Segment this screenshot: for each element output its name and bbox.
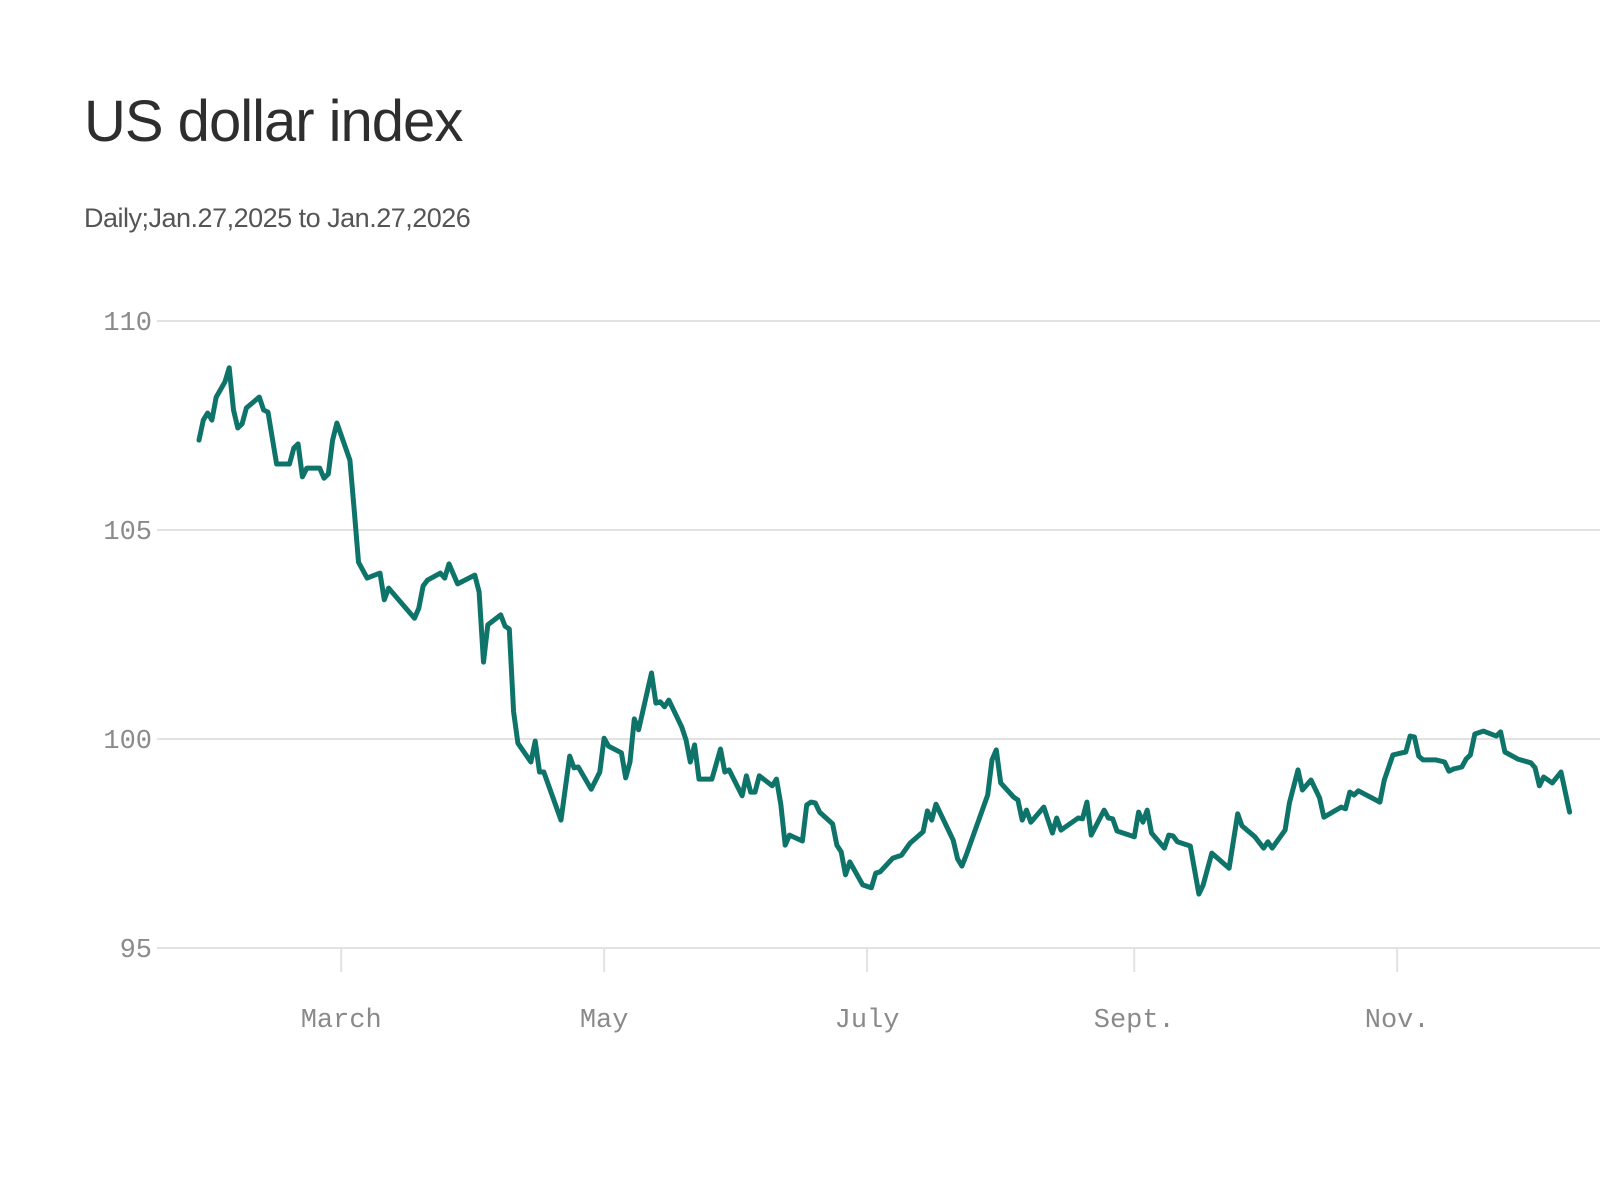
y-tick-label: 105 [103, 518, 152, 548]
x-tick-label: May [580, 1006, 629, 1036]
gridlines [157, 320, 1600, 949]
y-tick-label: 100 [103, 727, 152, 757]
series-line [196, 365, 1573, 897]
x-tick-label: Sept. [1094, 1006, 1175, 1036]
chart-subtitle: Daily;Jan.27,2025 to Jan.27,2026 [84, 203, 471, 233]
x-tick-label: Nov. [1365, 1006, 1430, 1036]
series-group [196, 365, 1573, 897]
x-tick-label: July [835, 1006, 900, 1036]
chart-title: US dollar index [84, 89, 463, 154]
x-axis: March May July Sept. Nov. [301, 948, 1430, 1036]
x-tick-label: March [301, 1006, 382, 1036]
y-tick-label: 95 [120, 936, 152, 966]
y-axis: 110 105 100 95 [103, 309, 152, 966]
y-tick-label: 110 [103, 309, 152, 339]
